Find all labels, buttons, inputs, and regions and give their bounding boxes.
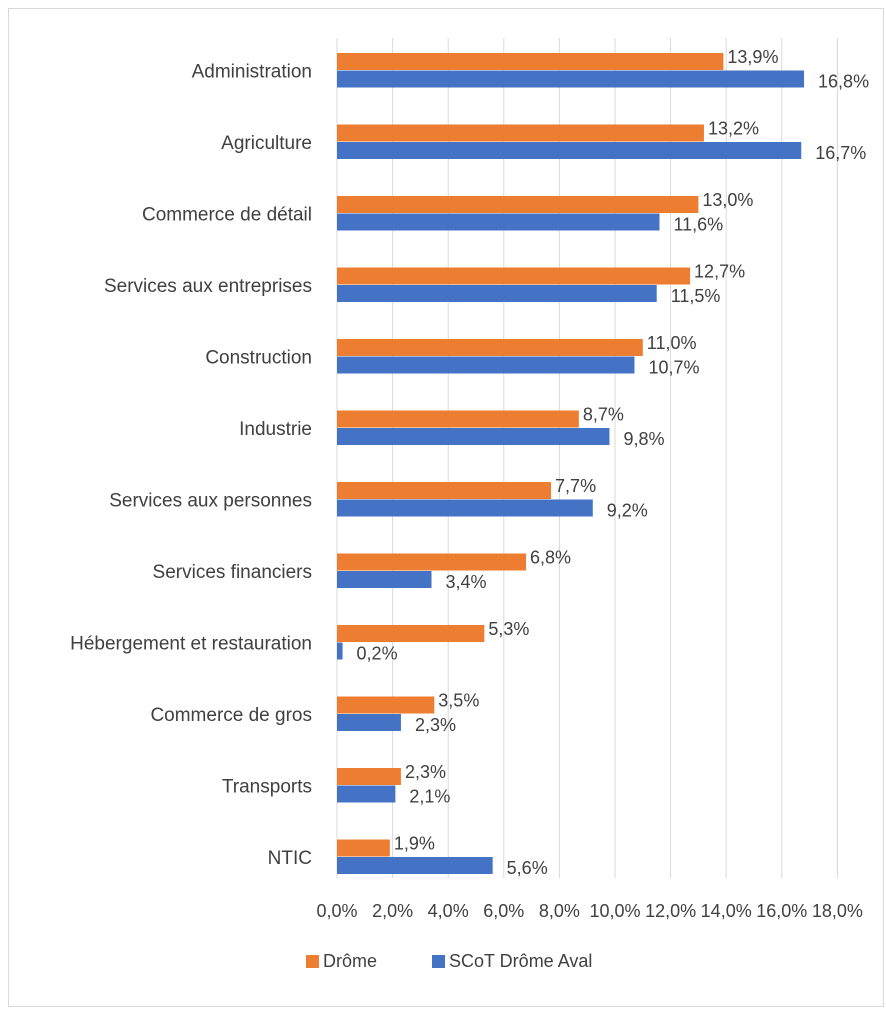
category-label: Commerce de gros: [150, 705, 312, 726]
category-label: Transports: [222, 777, 312, 798]
legend-label: SCoT Drôme Aval: [449, 951, 592, 971]
data-label: 10,7%: [648, 358, 699, 378]
data-label: 9,2%: [607, 501, 648, 521]
x-tick-label: 6,0%: [483, 901, 524, 921]
bar-scot-drome-aval: [337, 285, 657, 302]
category-label: Industrie: [239, 419, 312, 440]
bar-scot-drome-aval: [337, 857, 493, 874]
x-tick-label: 4,0%: [428, 901, 469, 921]
data-label: 12,7%: [694, 262, 745, 282]
data-label: 16,7%: [815, 143, 866, 163]
bar-drome: [337, 410, 579, 428]
data-label: 11,5%: [671, 286, 721, 306]
bar-scot-drome-aval: [337, 356, 635, 374]
bar-drome: [337, 696, 435, 714]
data-label: 2,3%: [415, 715, 456, 735]
data-label: 1,9%: [394, 834, 435, 854]
legend-label: Drôme: [323, 951, 377, 971]
data-label: 3,5%: [438, 691, 479, 711]
x-tick-label: 8,0%: [539, 901, 580, 921]
legend-swatch-drome: [306, 955, 319, 968]
bar-scot-drome-aval: [337, 499, 593, 517]
bar-drome: [337, 768, 401, 785]
bar-drome: [337, 339, 643, 356]
bar-drome: [337, 267, 691, 285]
data-label: 2,3%: [405, 762, 446, 782]
x-tick-label: 0,0%: [316, 901, 357, 921]
data-label: 11,6%: [673, 215, 723, 235]
bar-drome: [337, 625, 485, 642]
bar-scot-drome-aval: [337, 142, 802, 159]
bar-scot-drome-aval: [337, 571, 432, 588]
category-label: Services financiers: [153, 562, 312, 583]
category-label: Agriculture: [221, 133, 312, 154]
category-label: Services aux personnes: [109, 491, 312, 512]
data-label: 5,3%: [488, 619, 529, 639]
x-tick-label: 18,0%: [812, 901, 863, 921]
data-label: 16,8%: [818, 72, 869, 92]
x-tick-label: 2,0%: [372, 901, 413, 921]
data-label: 13,9%: [727, 47, 778, 67]
category-label: Commerce de détail: [142, 205, 312, 226]
data-label: 13,0%: [702, 190, 753, 210]
data-label: 5,6%: [507, 858, 548, 878]
data-label: 2,1%: [409, 787, 450, 807]
category-label: Services aux entreprises: [104, 276, 312, 297]
x-tick-label: 12,0%: [645, 901, 696, 921]
bar-drome: [337, 196, 699, 213]
bar-drome: [337, 553, 527, 571]
data-label: 8,7%: [583, 405, 624, 425]
bar-scot-drome-aval: [337, 785, 396, 803]
bar-drome: [337, 839, 390, 857]
x-tick-label: 14,0%: [701, 901, 752, 921]
category-label: Administration: [192, 62, 312, 83]
data-label: 3,4%: [446, 572, 487, 592]
bar-drome: [337, 124, 704, 142]
legend-swatch-scot-drome-aval: [432, 955, 445, 968]
data-label: 13,2%: [708, 119, 759, 139]
category-label: NTIC: [268, 848, 312, 869]
category-label: Hébergement et restauration: [70, 634, 312, 655]
x-tick-label: 16,0%: [756, 901, 807, 921]
bar-drome: [337, 482, 552, 499]
data-label: 9,8%: [623, 429, 664, 449]
bar-scot-drome-aval: [337, 642, 343, 660]
bar-scot-drome-aval: [337, 70, 805, 88]
bar-scot-drome-aval: [337, 213, 660, 231]
bar-drome: [337, 53, 724, 70]
data-label: 7,7%: [555, 476, 596, 496]
bar-scot-drome-aval: [337, 428, 610, 445]
data-label: 0,2%: [357, 644, 398, 664]
bar-scot-drome-aval: [337, 714, 401, 731]
data-label: 11,0%: [647, 333, 697, 353]
x-tick-label: 10,0%: [589, 901, 640, 921]
category-label: Construction: [205, 348, 312, 369]
data-label: 6,8%: [530, 548, 571, 568]
